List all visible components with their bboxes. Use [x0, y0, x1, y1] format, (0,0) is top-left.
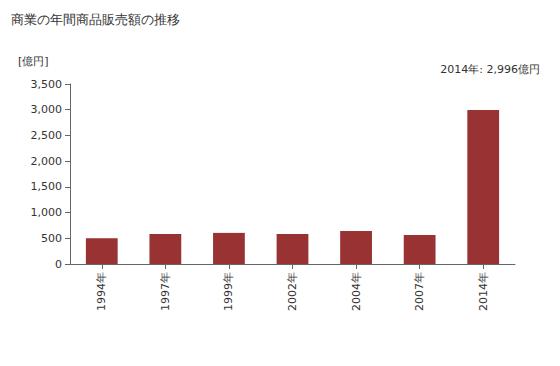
svg-text:[億円]: [億円]: [18, 55, 49, 68]
svg-text:500: 500: [41, 232, 62, 245]
svg-text:2,500: 2,500: [31, 129, 63, 142]
svg-text:2014年: 2,996億円: 2014年: 2,996億円: [440, 63, 540, 76]
svg-text:1,500: 1,500: [31, 180, 63, 193]
svg-text:0: 0: [55, 258, 62, 271]
svg-text:2007年: 2007年: [413, 272, 426, 311]
svg-text:1994年: 1994年: [95, 272, 108, 311]
svg-text:2014年: 2014年: [477, 272, 490, 311]
svg-text:3,000: 3,000: [31, 103, 63, 116]
svg-text:商業の年間商品販売額の推移: 商業の年間商品販売額の推移: [11, 12, 180, 27]
svg-text:2,000: 2,000: [31, 155, 63, 168]
svg-text:1999年: 1999年: [222, 272, 235, 311]
svg-text:2002年: 2002年: [286, 272, 299, 311]
svg-text:1997年: 1997年: [159, 272, 172, 311]
svg-text:2004年: 2004年: [350, 272, 363, 311]
svg-text:1,000: 1,000: [31, 206, 63, 219]
svg-text:3,500: 3,500: [31, 78, 63, 91]
